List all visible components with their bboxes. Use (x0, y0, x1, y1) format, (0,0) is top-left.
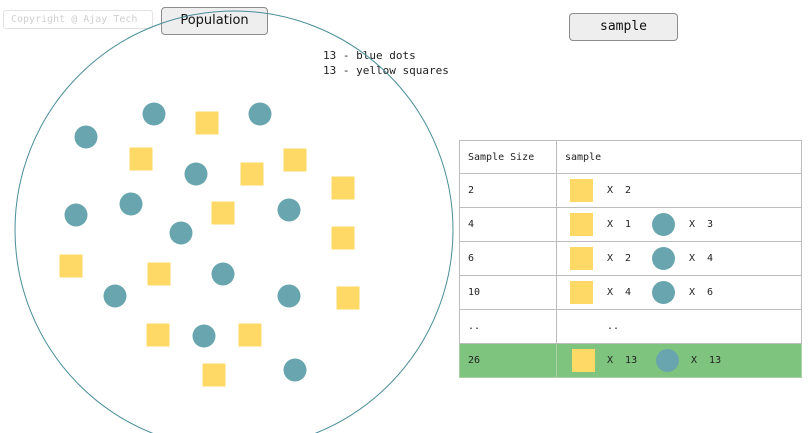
blue-dot (283, 358, 307, 382)
blue-dot (142, 102, 166, 126)
table-row: 10 X 4 X 6 (459, 275, 802, 310)
header-sample-size: Sample Size (459, 140, 557, 174)
blue-dot (277, 198, 301, 222)
yellow-square (195, 111, 219, 135)
blue-dot-icon (652, 213, 675, 236)
yellow-square (331, 226, 355, 250)
yellow-square-icon (572, 349, 595, 372)
square-count: X 1 (607, 219, 632, 230)
square-count: X 13 (607, 355, 638, 366)
dot-count: X 6 (689, 287, 714, 298)
population-circle (14, 10, 454, 433)
yellow-square (211, 201, 235, 225)
yellow-square (283, 148, 307, 172)
yellow-square (238, 323, 262, 347)
yellow-square-icon (570, 179, 593, 202)
row-size: 10 (459, 275, 557, 310)
table-row: 2 X 2 (459, 173, 802, 208)
blue-dot (103, 284, 127, 308)
yellow-square (129, 147, 153, 171)
blue-dot-icon (652, 281, 675, 304)
row-sample: X 2 X 4 (556, 241, 802, 276)
yellow-square (331, 176, 355, 200)
blue-dot (184, 162, 208, 186)
dot-count: X 4 (689, 253, 714, 264)
row-size: 6 (459, 241, 557, 276)
blue-dot (192, 324, 216, 348)
table-row: 6 X 2 X 4 (459, 241, 802, 276)
row-size: 4 (459, 207, 557, 242)
row-size: .. (459, 309, 557, 344)
population-legend: 13 - blue dots 13 - yellow squares (323, 48, 449, 78)
row-size: 26 (459, 343, 557, 378)
yellow-square (240, 162, 264, 186)
yellow-squares-group (59, 111, 360, 387)
yellow-square-icon (570, 213, 593, 236)
row-sample: X 4 X 6 (556, 275, 802, 310)
table-row: .. .. (459, 309, 802, 344)
row-size: 2 (459, 173, 557, 208)
blue-dot (248, 102, 272, 126)
header-sample: sample (556, 140, 802, 174)
row-sample: .. (556, 309, 802, 344)
yellow-square-icon (570, 247, 593, 270)
yellow-square (59, 254, 83, 278)
ellipsis: .. (607, 321, 620, 332)
dot-count: X 3 (689, 219, 714, 230)
yellow-square (336, 286, 360, 310)
sample-table: Sample Size sample 2 X 2 4 X 1 X 3 6 (459, 140, 802, 378)
copyright-watermark: Copyright @ Ajay Tech (3, 10, 153, 29)
table-header-row: Sample Size sample (459, 140, 802, 174)
yellow-square (146, 323, 170, 347)
row-sample: X 13 X 13 (556, 343, 802, 378)
yellow-square (202, 363, 226, 387)
dot-count: X 13 (691, 355, 722, 366)
square-count: X 2 (607, 253, 632, 264)
blue-dots-group (64, 102, 307, 382)
blue-dot (119, 192, 143, 216)
yellow-square-icon (570, 281, 593, 304)
blue-dot-icon (656, 349, 679, 372)
blue-dot-icon (652, 247, 675, 270)
row-sample: X 1 X 3 (556, 207, 802, 242)
blue-dot (277, 284, 301, 308)
table-row: 4 X 1 X 3 (459, 207, 802, 242)
square-count: X 4 (607, 287, 632, 298)
sample-button[interactable]: sample (569, 13, 678, 41)
table-row-highlighted: 26 X 13 X 13 (459, 343, 802, 378)
blue-dot (169, 221, 193, 245)
square-count: X 2 (607, 185, 632, 196)
blue-dot (211, 262, 235, 286)
blue-dot (64, 203, 88, 227)
row-sample: X 2 (556, 173, 802, 208)
legend-yellow-squares: 13 - yellow squares (323, 64, 449, 77)
blue-dot (74, 125, 98, 149)
yellow-square (147, 262, 171, 286)
